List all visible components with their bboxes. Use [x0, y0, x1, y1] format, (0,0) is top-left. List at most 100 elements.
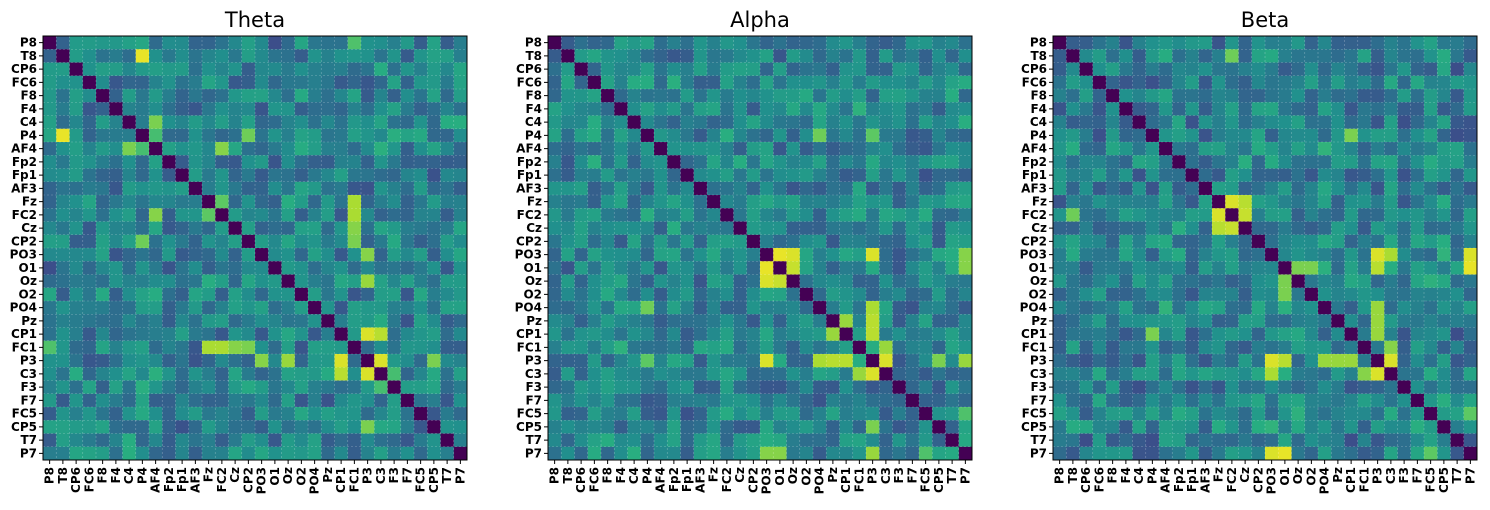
- heatmap-cell: [667, 89, 681, 103]
- heatmap-cell: [667, 221, 681, 236]
- heatmap-cell: [175, 181, 190, 196]
- heatmap-cell: [215, 393, 229, 408]
- heatmap-cell: [241, 155, 256, 169]
- heatmap-cell: [1053, 168, 1067, 183]
- heatmap-cell: [587, 234, 602, 249]
- heatmap-cell: [215, 340, 229, 355]
- heatmap-cell: [826, 420, 840, 434]
- heatmap-cell: [96, 115, 110, 130]
- heatmap-cell: [1079, 327, 1094, 342]
- heatmap-cell: [799, 340, 814, 355]
- heatmap-cell: [69, 168, 84, 183]
- heatmap-cell: [1066, 128, 1080, 143]
- heatmap-cell: [1291, 221, 1306, 236]
- heatmap-cell: [720, 261, 734, 275]
- heatmap-cell: [932, 380, 946, 395]
- heatmap-cell: [1357, 420, 1372, 434]
- heatmap-cell: [43, 420, 57, 434]
- heatmap-cell: [839, 75, 854, 90]
- heatmap-cell: [1251, 340, 1266, 355]
- heatmap-cell: [667, 274, 681, 289]
- heatmap-cell: [1384, 340, 1398, 355]
- heatmap-cell: [122, 420, 137, 434]
- heatmap-cell: [760, 314, 774, 328]
- heatmap-cell: [109, 248, 123, 262]
- heatmap-cell: [1331, 75, 1345, 90]
- heatmap-cell: [1066, 221, 1080, 236]
- heatmap-cell: [1344, 181, 1359, 196]
- heatmap-cell: [347, 367, 362, 381]
- heatmap-cell: [334, 181, 349, 196]
- heatmap-cell: [281, 36, 296, 50]
- heatmap-cell: [601, 102, 615, 116]
- x-tick-label: P7: [453, 467, 467, 484]
- heatmap-cell: [1397, 327, 1412, 342]
- x-tick-label: C3: [1384, 467, 1398, 484]
- heatmap-cell: [43, 433, 57, 448]
- heatmap-cell: [839, 393, 854, 408]
- heatmap-cell: [268, 75, 282, 90]
- heatmap-cell: [188, 195, 203, 209]
- heatmap-cell: [773, 327, 787, 342]
- heatmap-cell: [1331, 354, 1345, 368]
- heatmap-cell: [680, 128, 695, 143]
- heatmap-cell: [1397, 407, 1412, 421]
- heatmap-cell: [96, 248, 110, 262]
- heatmap-cell: [693, 115, 708, 130]
- heatmap-cell: [1265, 340, 1279, 355]
- heatmap-cell: [1371, 36, 1385, 50]
- heatmap-cell: [135, 155, 150, 169]
- heatmap-cell: [135, 261, 150, 275]
- heatmap-cell: [1357, 393, 1372, 408]
- heatmap-cell: [826, 287, 840, 302]
- heatmap-cell: [667, 155, 681, 169]
- heatmap-cell: [1331, 102, 1345, 116]
- heatmap-cell: [1344, 340, 1359, 355]
- heatmap-cell: [587, 380, 602, 395]
- heatmap-cell: [945, 261, 960, 275]
- heatmap-cell: [1463, 354, 1478, 368]
- heatmap-cell: [1278, 115, 1292, 130]
- heatmap-cell: [707, 102, 721, 116]
- x-tick-label: CP6: [69, 467, 83, 493]
- heatmap-cell: [294, 314, 309, 328]
- heatmap-cell: [813, 155, 827, 169]
- heatmap-cell: [1172, 301, 1186, 315]
- heatmap-cell: [892, 181, 907, 196]
- heatmap-cell: [414, 155, 428, 169]
- heatmap-cell: [440, 274, 455, 289]
- heatmap-cell: [1185, 446, 1200, 461]
- heatmap-cell: [852, 274, 867, 289]
- heatmap-cell: [215, 446, 229, 461]
- heatmap-cell: [1198, 75, 1213, 90]
- heatmap-cell: [321, 208, 335, 222]
- heatmap-cell: [69, 49, 84, 63]
- heatmap-cell: [1357, 301, 1372, 315]
- heatmap-cell: [175, 327, 190, 342]
- heatmap-cell: [361, 420, 375, 434]
- heatmap-cell: [548, 62, 562, 77]
- heatmap-cell: [1384, 327, 1398, 342]
- heatmap-cell: [149, 420, 163, 434]
- heatmap-cell: [1463, 261, 1478, 275]
- heatmap-cell: [1198, 36, 1213, 50]
- heatmap-cell: [1053, 89, 1067, 103]
- heatmap-cell: [175, 49, 190, 63]
- heatmap-cell: [813, 420, 827, 434]
- heatmap-cell: [786, 420, 801, 434]
- heatmap-cell: [1291, 420, 1306, 434]
- heatmap-cell: [149, 274, 163, 289]
- heatmap-cell: [707, 407, 721, 421]
- x-tick-label: PO4: [1318, 467, 1332, 494]
- heatmap-cell: [720, 36, 734, 50]
- heatmap-cell: [693, 62, 708, 77]
- heatmap-cell: [135, 221, 150, 236]
- heatmap-cell: [1198, 354, 1213, 368]
- heatmap-cell: [1357, 102, 1372, 116]
- heatmap-cell: [96, 128, 110, 143]
- heatmap-cell: [1185, 128, 1200, 143]
- heatmap-cell: [587, 287, 602, 302]
- heatmap-cell: [574, 301, 589, 315]
- heatmap-cell: [1291, 380, 1306, 395]
- heatmap-cell: [720, 380, 734, 395]
